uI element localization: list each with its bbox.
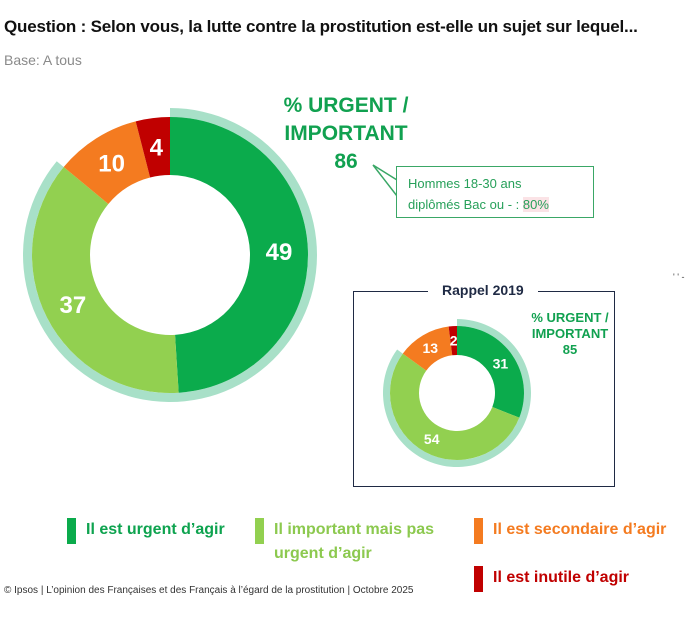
legend-swatch-important (255, 518, 264, 544)
donut-2025-slice-inutile (135, 117, 170, 178)
callout-value: 80% (522, 197, 549, 212)
summary-2019: % URGENT / IMPORTANT 85 (520, 310, 620, 358)
legend-swatch-secondaire (474, 518, 483, 544)
legend-swatch-inutile (474, 566, 483, 592)
question-title: Question : Selon vous, la lutte contre l… (4, 17, 638, 36)
donut-2025-label-urgent: 49 (266, 239, 293, 266)
callout-line2-prefix: diplômés Bac ou - : (408, 197, 523, 212)
callout-box: Hommes 18-30 ans diplômés Bac ou - : 80% (396, 166, 594, 218)
donut-2025-label-inutile: 4 (150, 134, 164, 161)
legend-label-inutile: Il est inutile d’agir (493, 569, 630, 586)
donut-2019-label-inutile: 2 (450, 333, 458, 349)
rappel-2019-title: Rappel 2019 (428, 282, 538, 298)
callout-line1: Hommes 18-30 ans (408, 176, 522, 191)
donut-2025-slice-important (31, 167, 179, 393)
donut-2025-slice-secondaire (63, 121, 151, 205)
donut-2019-slice-urgent (457, 326, 524, 418)
donut-2019-slice-important (390, 353, 520, 460)
summary-main-value: 86 (334, 150, 358, 173)
legend-label-urgent: Il est urgent d’agir (86, 521, 225, 538)
donut-2025-label-important: 37 (60, 292, 87, 319)
stray-mark: ' ' - (673, 272, 685, 282)
summary-main-line1: % URGENT / (283, 94, 409, 117)
donut-2019-slice-inutile (448, 326, 457, 356)
donut-2019-label-important: 54 (424, 431, 440, 447)
legend-label-important: Il important mais pas urgent d’agir (274, 521, 435, 562)
donut-2025-label-secondaire: 10 (98, 151, 125, 178)
legend-swatch-urgent (67, 518, 76, 544)
base-label: Base: A tous (4, 52, 82, 68)
legend-item-important: Il important mais pas urgent d’agir (255, 518, 455, 566)
legend-item-inutile: Il est inutile d’agir (474, 566, 692, 592)
donut-2019-label-secondaire: 13 (422, 340, 438, 356)
summary-main: % URGENT / IMPORTANT 86 (266, 92, 426, 176)
summary-2019-line2: IMPORTANT (531, 326, 609, 341)
donut-2019-slice-secondaire (402, 326, 453, 371)
legend-item-secondaire: Il est secondaire d’agir (474, 518, 692, 544)
legend-item-urgent: Il est urgent d’agir (67, 518, 247, 544)
footer-source: © Ipsos | L’opinion des Françaises et de… (4, 585, 414, 596)
legend-label-secondaire: Il est secondaire d’agir (493, 521, 667, 538)
callout-line2: diplômés Bac ou - : 80% (408, 194, 593, 215)
donut-2025-slice-urgent (170, 117, 308, 393)
summary-main-line2: IMPORTANT (284, 122, 408, 145)
donut-2019-label-urgent: 31 (493, 356, 509, 372)
summary-2019-line1: % URGENT / (531, 310, 609, 325)
summary-2019-value: 85 (562, 342, 578, 357)
